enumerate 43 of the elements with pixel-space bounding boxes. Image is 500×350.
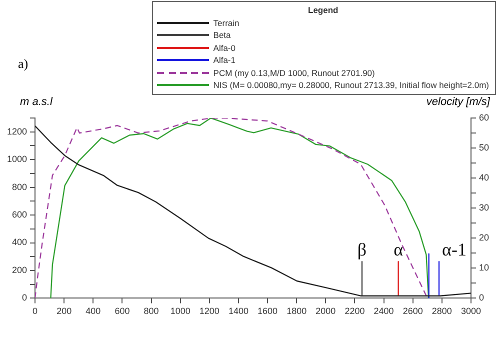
y2-tick-label: 50 [478, 142, 490, 153]
x-tick-label: 2400 [374, 306, 394, 316]
x-tick-label: 2800 [432, 306, 452, 316]
legend-label: Beta [213, 29, 231, 42]
legend-label: NIS (M= 0.00080,my= 0.28000, Runout 2713.39, Initial flow height=2.0m) [213, 79, 489, 92]
y2-axis-title: velocity [m/s] [426, 96, 490, 108]
x-tick-label: 1000 [170, 306, 190, 316]
y2-tick-label: 60 [478, 112, 490, 122]
annotation: α [394, 239, 404, 260]
legend-title: Legend [307, 4, 340, 16]
legend-label: Alfa-0 [213, 42, 236, 54]
legend-label: Alfa-1 [213, 54, 236, 66]
x-tick-label: 2600 [402, 306, 423, 316]
x-tick-label: 400 [86, 306, 101, 316]
x-tick-label: 1600 [258, 306, 278, 316]
y-tick-label: 1200 [6, 126, 28, 136]
y2-tick-label: 20 [478, 232, 490, 243]
x-tick-label: 0 [32, 306, 38, 316]
x-tick-label: 600 [114, 306, 130, 316]
x-tick-label: 1400 [228, 306, 248, 316]
y2-tick-label: 10 [478, 262, 490, 273]
x-tick-label: 1800 [286, 306, 307, 316]
y-tick-label: 1000 [6, 154, 28, 164]
x-tick-label: 1200 [199, 306, 220, 316]
y-tick-label: 400 [12, 237, 28, 248]
y-tick-label: 800 [12, 182, 28, 192]
y-tick-label: 0 [22, 292, 28, 303]
y2-tick-label: 0 [478, 292, 484, 303]
x-tick-label: 2200 [344, 306, 365, 316]
y-tick-label: 200 [12, 264, 28, 275]
x-tick-label: 2000 [316, 306, 336, 316]
text: a) [18, 56, 28, 72]
y2-tick-label: 30 [478, 202, 490, 213]
x-tick-label: 200 [56, 306, 72, 316]
y-axis-title: m a.s.l [20, 96, 52, 108]
annotation: α-1 [442, 239, 466, 260]
legend-label: PCM (my 0.13,M/D 1000, Runout 2701.90) [213, 66, 375, 79]
y2-tick-label: 40 [478, 172, 490, 183]
legend-label: Terrain [213, 16, 240, 29]
x-tick-label: 800 [144, 306, 159, 316]
annotation: β [357, 239, 367, 260]
y-tick-label: 600 [12, 210, 28, 220]
x-tick-label: 3000 [460, 306, 482, 316]
